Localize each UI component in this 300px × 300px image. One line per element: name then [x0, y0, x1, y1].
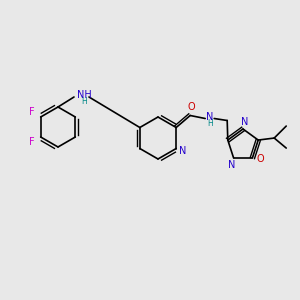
Text: N: N	[206, 112, 214, 122]
Text: H: H	[81, 97, 87, 106]
Text: N: N	[241, 117, 249, 127]
Text: N: N	[179, 146, 187, 155]
Text: F: F	[29, 107, 34, 117]
Text: N: N	[228, 160, 235, 170]
Text: O: O	[256, 154, 264, 164]
Text: H: H	[207, 119, 213, 128]
Text: NH: NH	[76, 90, 92, 100]
Text: O: O	[188, 103, 195, 112]
Text: F: F	[29, 137, 34, 147]
